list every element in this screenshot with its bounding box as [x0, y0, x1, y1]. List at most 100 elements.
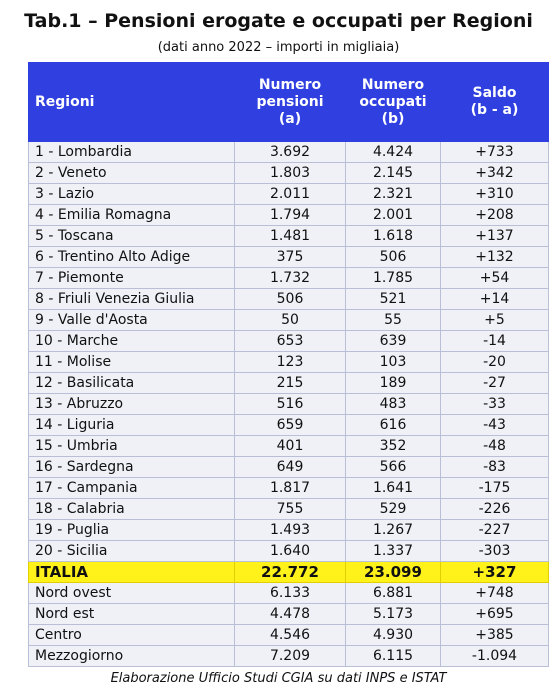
footer: Elaborazione Ufficio Studi CGIA su dati …: [110, 671, 447, 686]
table-cell: +327: [440, 561, 549, 583]
table-cell: 2 - Veneto: [28, 162, 235, 184]
table-cell: +54: [440, 267, 549, 289]
table-cell: 1.481: [234, 225, 346, 247]
table: Regioni Numero pensioni (a) Numero occupat…: [28, 62, 549, 667]
table-cell: 375: [234, 246, 346, 268]
table-cell: 16 - Sardegna: [28, 456, 235, 478]
table-cell: 401: [234, 435, 346, 457]
table-body: 1 - Lombardia 3.692 4.424 +733 2 - Veneto 1.8…: [28, 141, 549, 667]
table-cell: 7.209: [234, 645, 346, 667]
table-cell: 1.640: [234, 540, 346, 562]
table-cell: 15 - Umbria: [28, 435, 235, 457]
table-cell: Nord ovest: [28, 582, 235, 604]
table-cell: 506: [234, 288, 346, 310]
table-cell: 2.145: [345, 162, 441, 184]
table-cell: 6.115: [345, 645, 441, 667]
table-row: 12 - Basilicata 215 189 -27: [28, 372, 549, 394]
table-cell: 6.881: [345, 582, 441, 604]
table-row: 13 - Abruzzo 516 483 -33: [28, 393, 549, 415]
table-row: ITALIA 22.772 23.099 +327: [28, 561, 549, 583]
table-cell: -27: [440, 372, 549, 394]
table-cell: -1.094: [440, 645, 549, 667]
table-cell: 7 - Piemonte: [28, 267, 235, 289]
table-cell: +310: [440, 183, 549, 205]
table-row: Mezzogiorno 7.209 6.115 -1.094: [28, 645, 549, 667]
table-cell: 11 - Molise: [28, 351, 235, 373]
table-cell: 653: [234, 330, 346, 352]
table-cell: 1.803: [234, 162, 346, 184]
table-cell: 639: [345, 330, 441, 352]
table-cell: 1.785: [345, 267, 441, 289]
table-row: 5 - Toscana 1.481 1.618 +137: [28, 225, 549, 247]
table-cell: +14: [440, 288, 549, 310]
table-cell: 506: [345, 246, 441, 268]
table-cell: 1.641: [345, 477, 441, 499]
table-row: 17 - Campania 1.817 1.641 -175: [28, 477, 549, 499]
table-cell: 5 - Toscana: [28, 225, 235, 247]
table-row: Centro 4.546 4.930 +385: [28, 624, 549, 646]
table-cell: 23.099: [345, 561, 441, 583]
table-row: Nord ovest 6.133 6.881 +748: [28, 582, 549, 604]
table-cell: -226: [440, 498, 549, 520]
table-cell: 1 - Lombardia: [28, 141, 235, 163]
column-header: Saldo (b - a): [440, 62, 549, 142]
title: Tab.1 – Pensioni erogate e occupati per …: [24, 10, 533, 32]
table-cell: 521: [345, 288, 441, 310]
table-cell: +5: [440, 309, 549, 331]
table-cell: 3 - Lazio: [28, 183, 235, 205]
table-cell: -48: [440, 435, 549, 457]
table-row: 18 - Calabria 755 529 -226: [28, 498, 549, 520]
table-cell: 352: [345, 435, 441, 457]
table-row: 8 - Friuli Venezia Giulia 506 521 +14: [28, 288, 549, 310]
table-cell: 5.173: [345, 603, 441, 625]
table-cell: 55: [345, 309, 441, 331]
table-cell: -303: [440, 540, 549, 562]
table-cell: 18 - Calabria: [28, 498, 235, 520]
table-cell: 20 - Sicilia: [28, 540, 235, 562]
column-header: Numero pensioni (a): [234, 62, 346, 142]
table-cell: 4.424: [345, 141, 441, 163]
table-cell: -14: [440, 330, 549, 352]
table-cell: Centro: [28, 624, 235, 646]
table-cell: 566: [345, 456, 441, 478]
table-row: 20 - Sicilia 1.640 1.337 -303: [28, 540, 549, 562]
table-row: 7 - Piemonte 1.732 1.785 +54: [28, 267, 549, 289]
table-cell: 4.478: [234, 603, 346, 625]
table-cell: 1.618: [345, 225, 441, 247]
table-cell: -43: [440, 414, 549, 436]
table-cell: 4 - Emilia Romagna: [28, 204, 235, 226]
table-cell: ITALIA: [28, 561, 235, 583]
table-row: 10 - Marche 653 639 -14: [28, 330, 549, 352]
table-cell: -83: [440, 456, 549, 478]
table-cell: +385: [440, 624, 549, 646]
table-cell: -227: [440, 519, 549, 541]
table-row: 19 - Puglia 1.493 1.267 -227: [28, 519, 549, 541]
table-cell: +137: [440, 225, 549, 247]
table-cell: +208: [440, 204, 549, 226]
table-cell: 12 - Basilicata: [28, 372, 235, 394]
table-cell: 4.546: [234, 624, 346, 646]
table-cell: -175: [440, 477, 549, 499]
table-row: 4 - Emilia Romagna 1.794 2.001 +208: [28, 204, 549, 226]
table-cell: 189: [345, 372, 441, 394]
table-cell: 1.817: [234, 477, 346, 499]
table-cell: 483: [345, 393, 441, 415]
table-cell: 2.011: [234, 183, 346, 205]
table-cell: 3.692: [234, 141, 346, 163]
table-cell: 6.133: [234, 582, 346, 604]
table-row: 3 - Lazio 2.011 2.321 +310: [28, 183, 549, 205]
table-cell: 529: [345, 498, 441, 520]
table-cell: 659: [234, 414, 346, 436]
table-row: Nord est 4.478 5.173 +695: [28, 603, 549, 625]
table-cell: 4.930: [345, 624, 441, 646]
column-header: Numero occupati (b): [345, 62, 441, 142]
table-cell: 19 - Puglia: [28, 519, 235, 541]
table-cell: 103: [345, 351, 441, 373]
table-cell: 17 - Campania: [28, 477, 235, 499]
table-cell: Nord est: [28, 603, 235, 625]
table-cell: -20: [440, 351, 549, 373]
table-cell: 10 - Marche: [28, 330, 235, 352]
table-cell: 1.493: [234, 519, 346, 541]
table-cell: 616: [345, 414, 441, 436]
